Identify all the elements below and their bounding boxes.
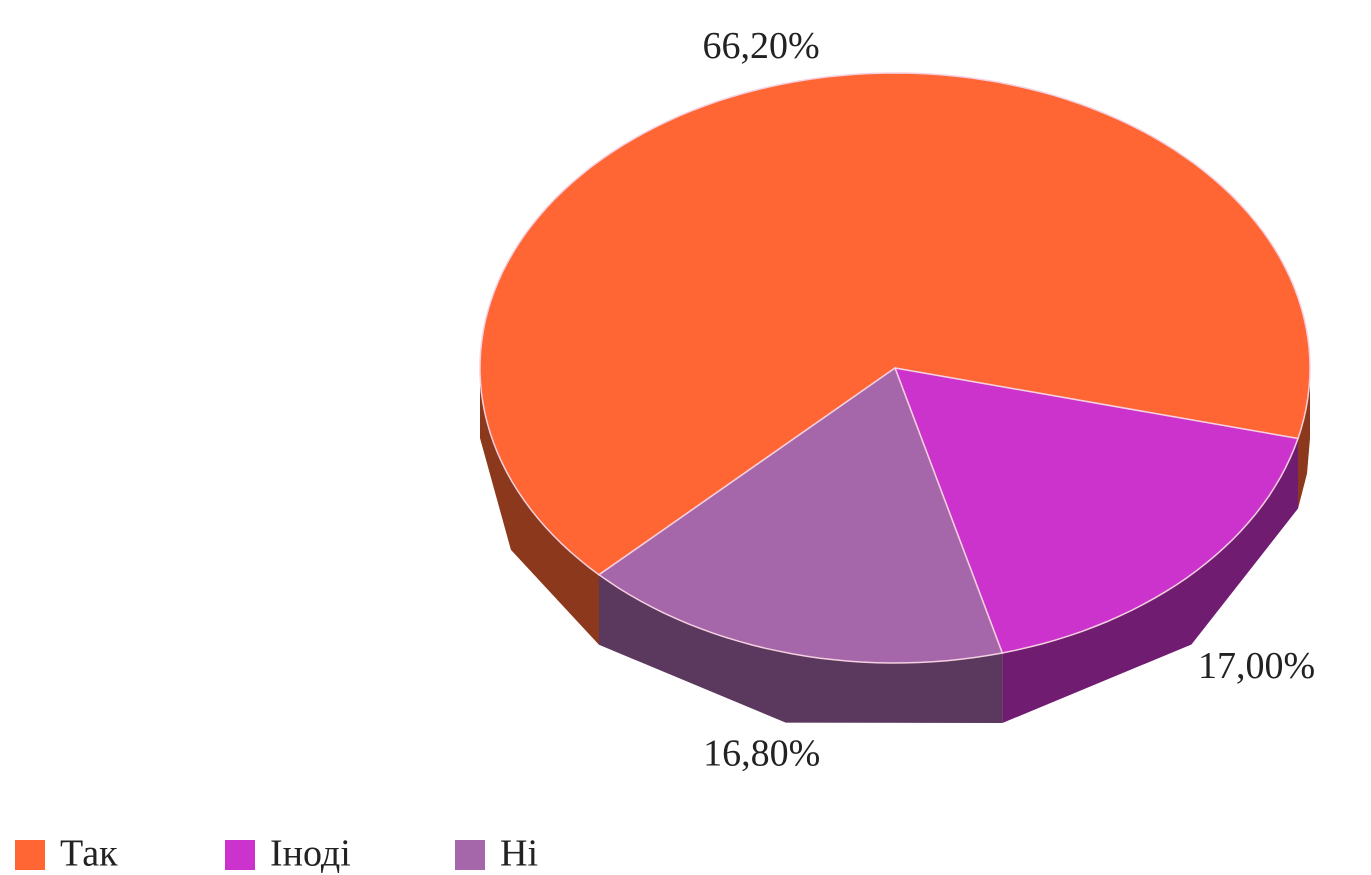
wall-shade (1298, 368, 1310, 509)
wall-shade (480, 368, 599, 645)
wall-face (480, 368, 599, 645)
legend-label: Ні (500, 833, 538, 875)
legend-swatch (455, 840, 485, 870)
wall-face (1002, 438, 1298, 723)
slice (893, 367, 1300, 654)
slice-wall (599, 574, 1003, 723)
legend-label: Іноді (270, 833, 351, 875)
slice (479, 72, 1311, 576)
value-label: 17,00% (1198, 645, 1315, 687)
legend-swatch (225, 840, 255, 870)
wall-face (1298, 368, 1310, 509)
slice (597, 366, 1004, 664)
legend-label: Так (60, 833, 118, 875)
value-label: 66,20% (702, 25, 819, 67)
wall-shade (1002, 438, 1298, 723)
value-label: 16,80% (703, 732, 820, 774)
slice-wall (480, 368, 599, 645)
wall-shade (599, 574, 1003, 723)
slice-wall (1298, 368, 1310, 509)
legend-swatch (15, 840, 45, 870)
wall-face (599, 574, 1003, 723)
slice-wall (1002, 438, 1298, 723)
